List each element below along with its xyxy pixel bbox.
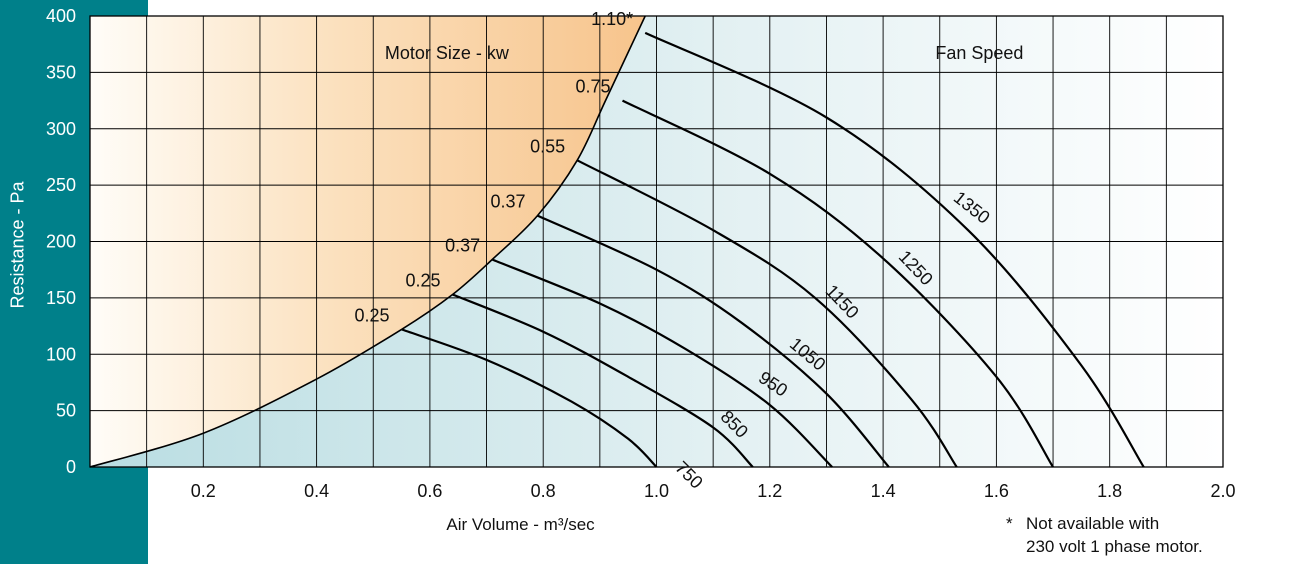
footnote-marker: * bbox=[1006, 514, 1013, 533]
y-tick-label: 300 bbox=[46, 119, 76, 139]
footnote: * Not available with 230 volt 1 phase mo… bbox=[1006, 512, 1203, 558]
footnote-line-1: Not available with bbox=[1026, 514, 1160, 533]
fan-speed-curve-1250 bbox=[622, 99, 1054, 468]
fan-speed-curve-950 bbox=[491, 258, 833, 468]
motor-kw-label-750: 0.25 bbox=[355, 305, 390, 325]
y-tick-label: 200 bbox=[46, 232, 76, 252]
motor-kw-label-1350: 1.10* bbox=[591, 9, 633, 29]
fan-speed-curve-1150 bbox=[576, 159, 958, 468]
x-tick-label: 0.4 bbox=[304, 481, 329, 501]
x-tick-label: 1.6 bbox=[984, 481, 1009, 501]
fan-speed-curve-850 bbox=[452, 293, 754, 468]
fan-speed-curve-750 bbox=[401, 328, 658, 468]
x-tick-label: 0.2 bbox=[191, 481, 216, 501]
motor-kw-label-1050: 0.37 bbox=[490, 192, 525, 212]
y-tick-label: 250 bbox=[46, 175, 76, 195]
fan-speed-region-label: Fan Speed bbox=[935, 43, 1023, 63]
motor-size-region-label: Motor Size - kw bbox=[385, 43, 510, 63]
motor-kw-label-1250: 0.75 bbox=[575, 77, 610, 97]
footnote-line-2: 230 volt 1 phase motor. bbox=[1026, 537, 1203, 556]
y-tick-label: 150 bbox=[46, 288, 76, 308]
y-tick-label: 350 bbox=[46, 62, 76, 82]
x-tick-label: 1.2 bbox=[757, 481, 782, 501]
y-tick-label: 100 bbox=[46, 344, 76, 364]
x-tick-label: 1.4 bbox=[871, 481, 896, 501]
y-tick-label: 50 bbox=[56, 401, 76, 421]
fan-speed-curve-1050 bbox=[537, 214, 890, 468]
motor-kw-label-1150: 0.55 bbox=[530, 136, 565, 156]
motor-kw-label-850: 0.25 bbox=[406, 270, 441, 290]
fan-speed-curve-1350 bbox=[644, 31, 1145, 468]
motor-limit-curve bbox=[89, 15, 646, 468]
x-tick-label: 1.0 bbox=[644, 481, 669, 501]
x-tick-label: 0.8 bbox=[531, 481, 556, 501]
x-tick-label: 2.0 bbox=[1210, 481, 1235, 501]
x-tick-label: 0.6 bbox=[417, 481, 442, 501]
x-axis-title: Air Volume - m³/sec bbox=[446, 515, 595, 534]
y-tick-label: 400 bbox=[46, 6, 76, 26]
y-tick-label: 0 bbox=[66, 457, 76, 477]
motor-kw-label-950: 0.37 bbox=[445, 236, 480, 256]
x-tick-label: 1.8 bbox=[1097, 481, 1122, 501]
